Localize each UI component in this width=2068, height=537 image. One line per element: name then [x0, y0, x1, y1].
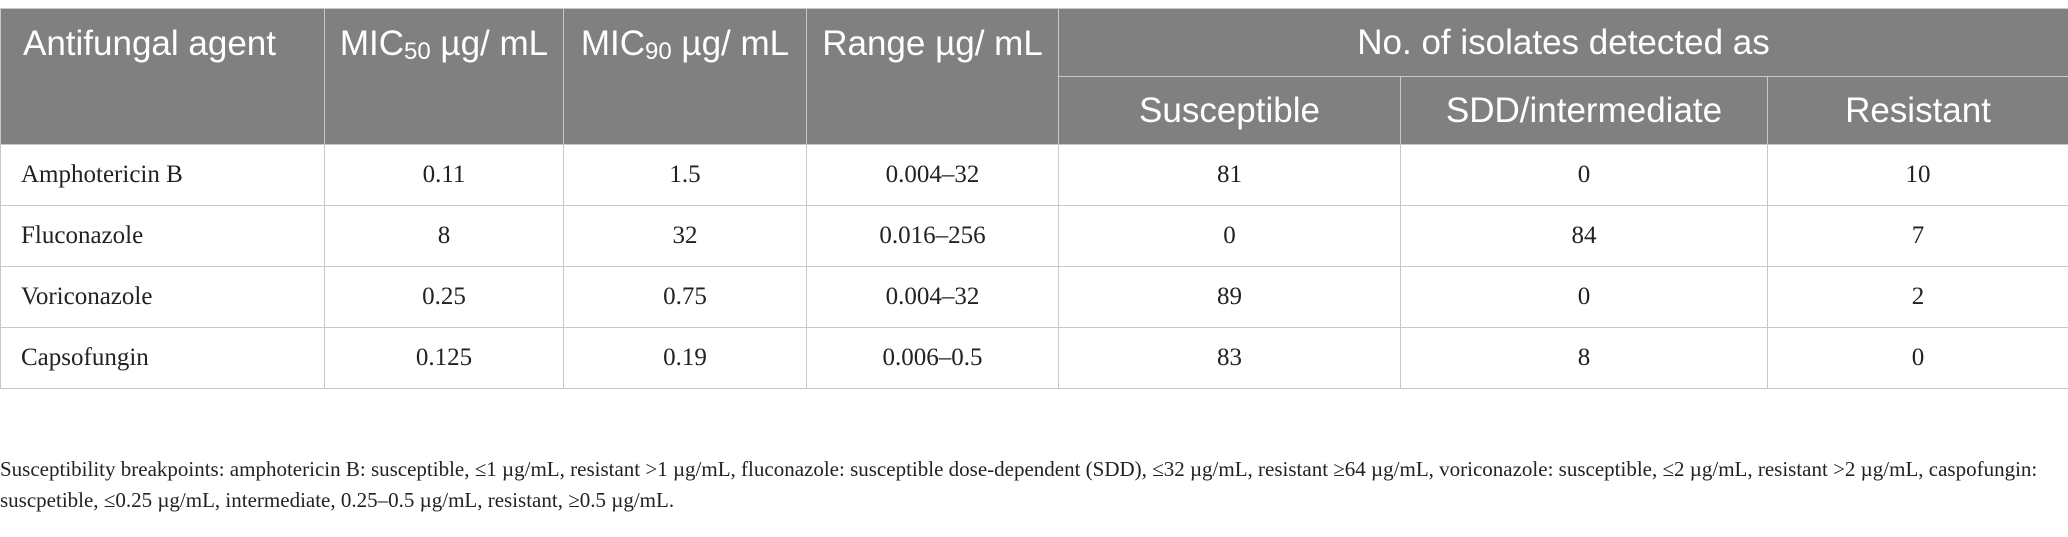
header-mic50-prefix: MIC [339, 24, 404, 63]
header-isolates-group: No. of isolates detected as [1057, 8, 2068, 77]
cell-mic90: 32 [563, 205, 807, 267]
cell-resistant: 7 [1766, 205, 2068, 267]
header-row-sub: Susceptible SDD/intermediate Resistant [1, 76, 2068, 145]
cell-mic90: 0.75 [563, 266, 807, 328]
cell-resistant: 10 [1766, 144, 2068, 206]
cell-range: 0.004–32 [806, 144, 1059, 206]
header-antifungal-agent: Antifungal agent [0, 8, 325, 145]
cell-agent: Capsofungin [0, 327, 325, 389]
antifungal-susceptibility-table: Antifungal agent MIC50 µg/ mL MIC90 µg/ … [0, 8, 2068, 389]
header-row-top: Antifungal agent MIC50 µg/ mL MIC90 µg/ … [0, 8, 2068, 145]
cell-mic50: 0.11 [324, 144, 564, 206]
cell-agent: Voriconazole [0, 266, 325, 328]
header-mic90-prefix: MIC [580, 24, 645, 63]
cell-resistant: 0 [1766, 327, 2068, 389]
table-footnote: Susceptibility breakpoints: amphotericin… [0, 457, 2038, 512]
cell-mic50: 0.25 [324, 266, 564, 328]
header-susceptible: Susceptible [1058, 76, 1401, 145]
cell-susceptible: 0 [1058, 205, 1401, 267]
cell-agent: Fluconazole [0, 205, 325, 267]
header-resistant: Resistant [1766, 76, 2068, 145]
header-mic90-unit: µg/ mL [671, 24, 790, 63]
cell-susceptible: 81 [1058, 144, 1401, 206]
cell-mic50: 8 [324, 205, 564, 267]
cell-sdd: 84 [1400, 205, 1768, 267]
cell-sdd: 0 [1400, 266, 1768, 328]
table-row: Capsofungin 0.125 0.19 0.006–0.5 83 8 0 [0, 327, 2068, 389]
cell-range: 0.004–32 [806, 266, 1059, 328]
cell-range: 0.016–256 [806, 205, 1059, 267]
cell-susceptible: 83 [1058, 327, 1401, 389]
cell-mic90: 1.5 [563, 144, 807, 206]
cell-susceptible: 89 [1058, 266, 1401, 328]
cell-sdd: 8 [1400, 327, 1768, 389]
cell-resistant: 2 [1766, 266, 2068, 328]
header-mic50: MIC50 µg/ mL [324, 8, 564, 145]
cell-mic90: 0.19 [563, 327, 807, 389]
table-row: Amphotericin B 0.11 1.5 0.004–32 81 0 10 [0, 144, 2068, 206]
table-row: Voriconazole 0.25 0.75 0.004–32 89 0 2 [0, 266, 2068, 328]
cell-sdd: 0 [1400, 144, 1768, 206]
cell-range: 0.006–0.5 [806, 327, 1059, 389]
cell-mic50: 0.125 [324, 327, 564, 389]
cell-agent: Amphotericin B [0, 144, 325, 206]
header-mic50-subscript: 50 [404, 38, 431, 65]
header-sdd-intermediate: SDD/intermediate [1400, 76, 1768, 145]
header-mic50-unit: µg/ mL [430, 24, 549, 63]
header-range: Range µg/ mL [806, 8, 1059, 145]
header-mic90-subscript: 90 [645, 38, 672, 65]
table-row: Fluconazole 8 32 0.016–256 0 84 7 [0, 205, 2068, 267]
header-mic90: MIC90 µg/ mL [563, 8, 807, 145]
